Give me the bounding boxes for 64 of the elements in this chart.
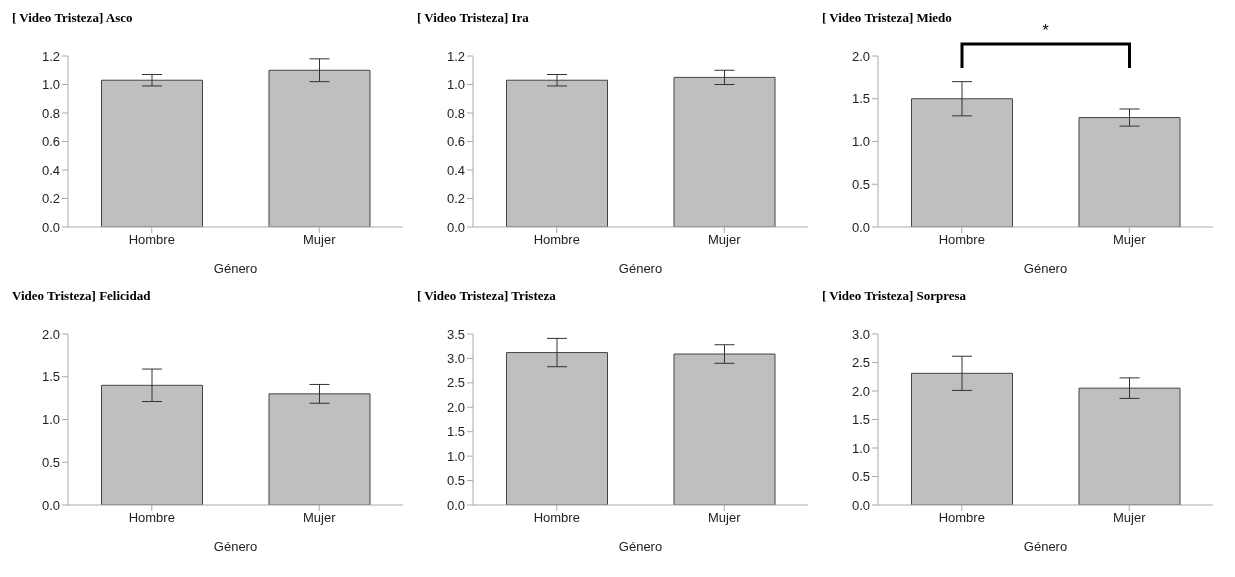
x-tick-label: Hombre [938,232,985,248]
chart-title: [ Video Tristeza] Asco [11,9,134,27]
y-tick-label: 0.0 [446,219,465,235]
x-tick-label: Mujer [707,232,742,248]
y-tick-label: 1.0 [41,412,60,428]
x-tick-label: Mujer [302,232,337,248]
y-tick-label: 0.5 [41,454,60,470]
y-tick-label: 0.2 [41,191,60,207]
y-tick-label: 3.0 [446,351,465,367]
y-tick-label: 3.5 [446,326,465,342]
y-tick-label: 1.0 [41,77,60,93]
y-tick-label: 2.0 [851,48,870,64]
x-tick-label: Mujer [302,510,337,526]
y-tick-label: 0.0 [446,497,465,513]
x-tick-label: Hombre [533,232,580,248]
y-tick-label: 2.0 [851,383,870,399]
x-tick-label: Mujer [1112,232,1147,248]
y-tick-label: 0.0 [851,219,870,235]
y-tick-label: 2.5 [851,355,870,371]
y-tick-label: 0.4 [41,162,60,178]
x-tick-label: Hombre [533,510,580,526]
y-tick-label: 1.2 [41,48,60,64]
chart-title: [ Video Tristeza] Miedo [822,10,952,25]
y-tick-label: 0.5 [851,469,870,485]
y-tick-label: 0.8 [41,105,60,121]
y-tick-label: 0.8 [446,105,465,121]
x-tick-label: Hombre [128,510,175,526]
x-tick-label: Mujer [1112,510,1147,526]
x-axis-title: Género [213,539,258,554]
y-tick-label: 0.5 [851,176,870,192]
y-tick-label: 0.0 [41,219,60,235]
y-tick-label: 0.4 [446,162,465,178]
y-tick-label: 0.0 [41,497,60,513]
x-axis-title: Género [1023,261,1068,276]
y-tick-label: 0.0 [851,497,870,513]
y-tick-label: 1.5 [446,424,465,440]
chart-title: Video Tristeza] Felicidad [11,287,152,305]
y-tick-label: 0.5 [446,473,465,489]
y-tick-label: 0.6 [446,134,465,150]
x-axis-title: Género [1023,539,1068,554]
y-tick-label: 1.0 [851,440,870,456]
x-axis-title: Género [213,261,258,276]
x-tick-label: Hombre [128,232,175,248]
x-axis-title: Género [618,261,663,276]
y-tick-label: 1.0 [446,77,465,93]
text: * [1041,22,1050,40]
y-tick-label: 2.0 [446,399,465,415]
y-tick-label: 2.0 [41,326,60,342]
y-tick-label: 1.2 [446,48,465,64]
y-tick-label: 0.6 [41,134,60,150]
x-tick-label: Mujer [707,510,742,526]
y-tick-label: 1.5 [851,91,870,107]
y-tick-label: 3.0 [851,326,870,342]
y-tick-label: 0.2 [446,191,465,207]
y-tick-label: 2.5 [446,375,465,391]
y-tick-label: 1.0 [851,134,870,150]
x-axis-title: Género [618,539,663,554]
chart-title: [ Video Tristeza] Ira [416,9,530,27]
chart-title: [ Video Tristeza] Tristeza [416,287,557,305]
y-tick-label: 1.5 [851,412,870,428]
chart-title: [ Video Tristeza] Sorpresa [821,287,968,305]
y-tick-label: 1.0 [446,448,465,464]
y-tick-label: 1.5 [41,369,60,385]
x-tick-label: Hombre [938,510,985,526]
